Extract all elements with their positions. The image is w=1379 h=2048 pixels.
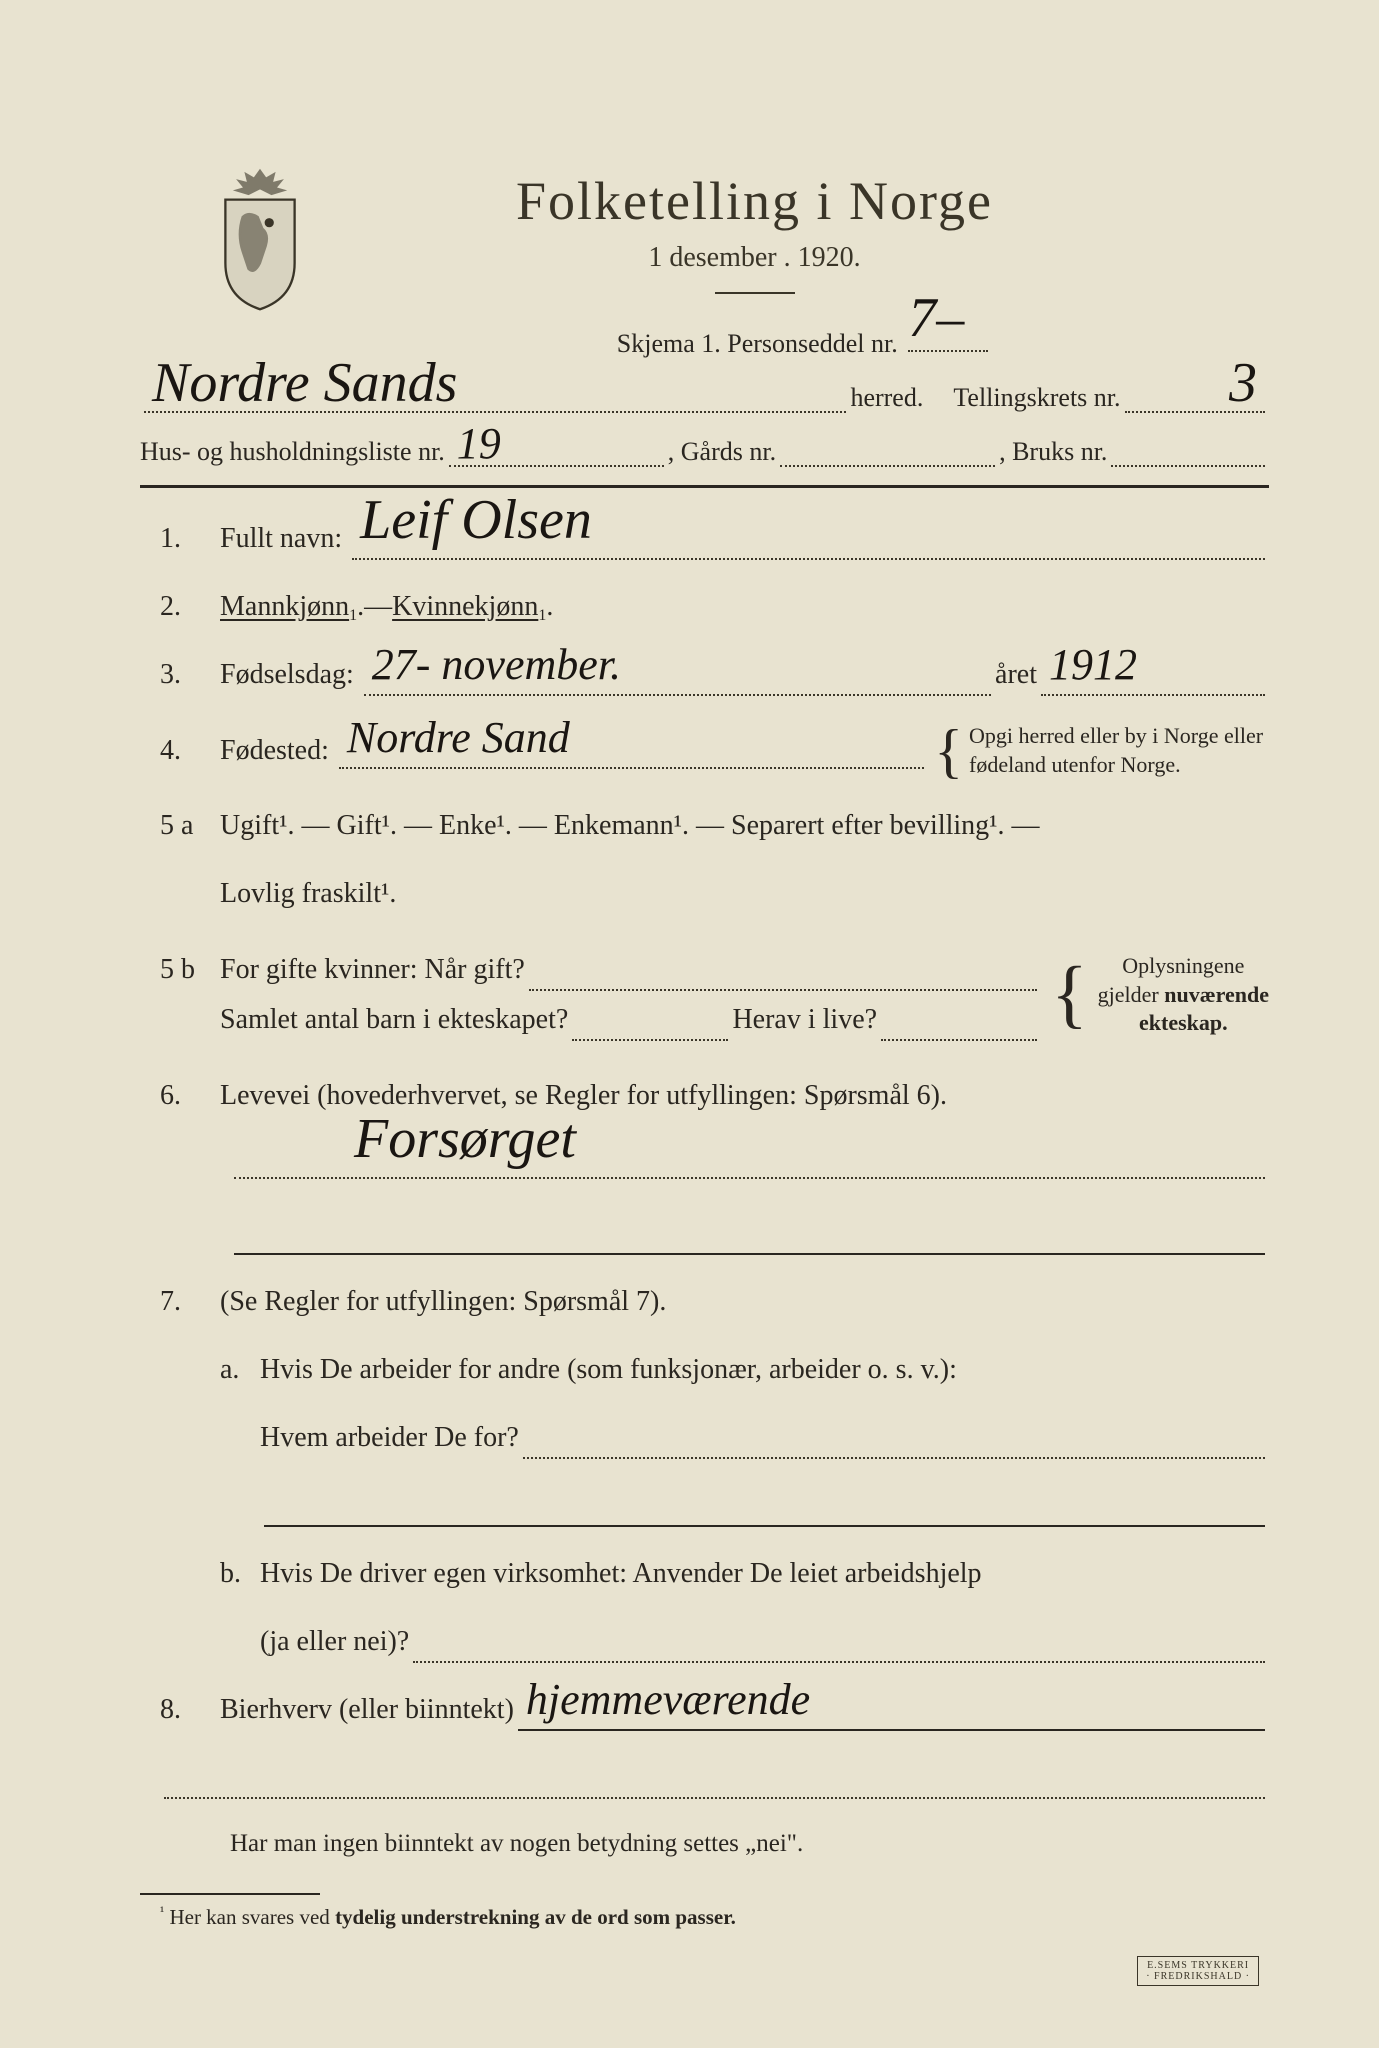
q7b-sub-row: (ja eller nei)? — [260, 1621, 1269, 1663]
q6-value-row: Forsørget — [230, 1143, 1269, 1179]
q7a-label: Hvis De arbeider for andre (som funksjon… — [260, 1349, 957, 1391]
footer-note: Har man ingen biinntekt av nogen betydni… — [230, 1825, 803, 1863]
q7a-sub: Hvem arbeider De for? — [260, 1417, 519, 1459]
hus-row: Hus- og husholdningsliste nr. 19 , Gårds… — [140, 431, 1269, 467]
document-header: Folketelling i Norge 1 desember . 1920. … — [240, 170, 1269, 359]
brace-icon: { — [934, 736, 963, 766]
herred-value: Nordre Sands — [152, 351, 457, 415]
hus-label: Hus- og husholdningsliste nr. — [140, 437, 445, 467]
q5a-line2: Lovlig fraskilt¹. — [220, 873, 396, 915]
q5a-num: 5 a — [160, 805, 220, 847]
q5b-label3: Herav i live? — [732, 999, 877, 1041]
q4-value: Nordre Sand — [347, 705, 570, 771]
q5b-note-l1: Oplysningene — [1098, 952, 1269, 981]
q3-row: 3. Fødselsdag: 27- november. året 1912 — [160, 654, 1269, 696]
q5a-row: 5 a Ugift¹. — Gift¹. — Enke¹. — Enkemann… — [160, 805, 1269, 847]
q3-year-label: året — [995, 654, 1037, 696]
q8-num: 8. — [160, 1689, 220, 1731]
q5b-note-l3: ekteskap. — [1098, 1009, 1269, 1038]
herred-label: herred. — [850, 383, 923, 413]
q8-blank-row — [160, 1763, 1269, 1799]
q5a-options: Ugift¹. — Gift¹. — Enke¹. — Enkemann¹. —… — [220, 805, 1040, 847]
q7a-sub-row: Hvem arbeider De for? — [260, 1417, 1269, 1459]
q5b-note-l2: gjelder nuværende — [1098, 981, 1269, 1010]
document-subtitle: 1 desember . 1920. — [240, 242, 1269, 274]
q4-num: 4. — [160, 730, 220, 772]
q7b-letter: b. — [220, 1553, 260, 1595]
q5b-num: 5 b — [160, 949, 220, 991]
q8-value: hjemmeværende — [526, 1667, 810, 1733]
q7a-row: a. Hvis De arbeider for andre (som funks… — [160, 1349, 1269, 1391]
hus-nr: 19 — [457, 418, 501, 469]
q5a-row2: Lovlig fraskilt¹. — [160, 873, 1269, 915]
q5b-side-note: Oplysningene gjelder nuværende ekteskap. — [1098, 952, 1269, 1038]
document-title: Folketelling i Norge — [240, 170, 1269, 232]
tellingskrets-nr: 3 — [1229, 351, 1257, 415]
q1-num: 1. — [160, 518, 220, 560]
q4-row: 4. Fødested: Nordre Sand { Opgi herred e… — [160, 722, 1269, 779]
footer-note-row: Har man ingen biinntekt av nogen betydni… — [230, 1825, 1269, 1863]
q6-value: Forsørget — [354, 1097, 576, 1181]
section-divider — [140, 485, 1269, 488]
q7b-sub: (ja eller nei)? — [260, 1621, 409, 1663]
q8-label: Bierhverv (eller biinntekt) — [220, 1689, 514, 1731]
q6-blank-row — [230, 1219, 1269, 1255]
brace-icon: { — [1051, 972, 1087, 1018]
q5b-label1: For gifte kvinner: Når gift? — [220, 949, 525, 991]
q2-num: 2. — [160, 586, 220, 628]
q5b-label2: Samlet antal barn i ekteskapet? — [220, 999, 568, 1041]
stamp-l2: · FREDRIKSHALD · — [1146, 1971, 1250, 1982]
q7a-letter: a. — [220, 1349, 260, 1391]
q2-female: Kvinnekjønn — [392, 586, 538, 628]
q1-row: 1. Fullt navn: Leif Olsen — [160, 518, 1269, 560]
footnote: ¹ Her kan svares ved tydelig understrekn… — [160, 1905, 1269, 1930]
q6-num: 6. — [160, 1075, 220, 1117]
q6-row: 6. Levevei (hovederhvervet, se Regler fo… — [160, 1075, 1269, 1117]
herred-row: Nordre Sands herred. Tellingskrets nr. 3 — [140, 377, 1269, 413]
q2-sep: — — [364, 586, 392, 628]
q7a-blank-row — [260, 1491, 1269, 1527]
q3-label: Fødselsdag: — [220, 654, 354, 696]
q3-num: 3. — [160, 654, 220, 696]
q2-row: 2. Mannkjønn1. — Kvinnekjønn1. — [160, 586, 1269, 628]
footnote-num: ¹ — [160, 1905, 164, 1920]
gards-label: , Gårds nr. — [668, 437, 776, 467]
q6-label: Levevei (hovederhvervet, se Regler for u… — [220, 1075, 947, 1117]
personseddel-nr: 7– — [908, 286, 964, 350]
q3-year: 1912 — [1049, 632, 1137, 698]
q5b-block: 5 b For gifte kvinner: Når gift? Samlet … — [160, 941, 1269, 1049]
tellingskrets-label: Tellingskrets nr. — [953, 383, 1120, 413]
q7b-row: b. Hvis De driver egen virksomhet: Anven… — [160, 1553, 1269, 1595]
q4-side-note: Opgi herred eller by i Norge eller fødel… — [969, 722, 1269, 779]
footnote-text: Her kan svares ved tydelig understreknin… — [169, 1905, 735, 1929]
q2-male: Mannkjønn — [220, 586, 349, 628]
q7b-label: Hvis De driver egen virksomhet: Anvender… — [260, 1553, 982, 1595]
q4-label: Fødested: — [220, 730, 329, 772]
q1-label: Fullt navn: — [220, 518, 342, 560]
q7-row: 7. (Se Regler for utfyllingen: Spørsmål … — [160, 1281, 1269, 1323]
q7-num: 7. — [160, 1281, 220, 1323]
coat-of-arms — [200, 165, 320, 315]
bruks-label: , Bruks nr. — [999, 437, 1107, 467]
divider — [715, 292, 795, 294]
footnote-rule — [140, 1893, 320, 1895]
schema-label: Skjema 1. Personseddel nr. — [617, 329, 898, 358]
q7-label: (Se Regler for utfyllingen: Spørsmål 7). — [220, 1281, 666, 1323]
q8-row: 8. Bierhverv (eller biinntekt) hjemmevær… — [160, 1689, 1269, 1731]
schema-line: Skjema 1. Personseddel nr. 7– — [340, 316, 1269, 359]
stamp-l1: E.SEMS TRYKKERI — [1146, 1960, 1250, 1971]
q1-value: Leif Olsen — [360, 478, 592, 562]
q3-day: 27- november. — [372, 632, 621, 698]
printer-stamp: E.SEMS TRYKKERI · FREDRIKSHALD · — [1137, 1956, 1259, 1986]
